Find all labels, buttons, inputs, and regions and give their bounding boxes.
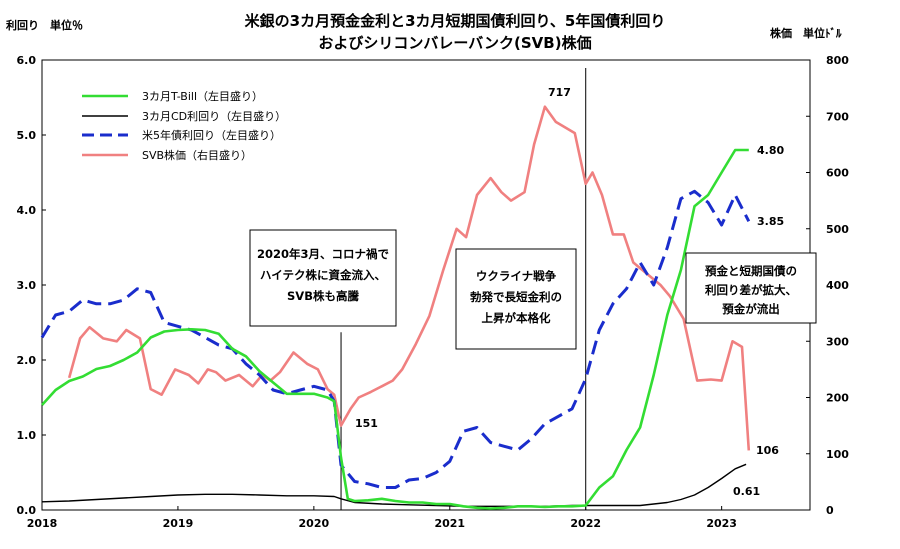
- annotation-deposit-line3: 預金が流出: [722, 302, 780, 316]
- left-tick-label: 2.0: [17, 354, 37, 367]
- x-tick-label: 2021: [434, 517, 465, 530]
- right-tick-label: 300: [826, 335, 849, 348]
- right-tick-label: 100: [826, 448, 849, 461]
- right-axis-unit: 株価 単位ﾄﾞﾙ: [770, 26, 842, 40]
- legend-label-cd: 3カ月CD利回り（左目盛り）: [142, 109, 286, 123]
- right-tick-label: 700: [826, 110, 849, 123]
- x-tick-label: 2019: [163, 517, 194, 530]
- annotation-covid: 2020年3月、コロナ禍で ハイテク株に資金流入、 SVB株も高騰: [249, 229, 397, 327]
- left-tick-label: 6.0: [17, 54, 37, 67]
- right-tick-label: 200: [826, 392, 849, 405]
- legend-label-tbill: 3カ月T-Bill（左目盛り）: [142, 89, 263, 103]
- annotation-deposit-line2: 利回り差が拡大、: [704, 283, 797, 297]
- x-tick-label: 2022: [570, 517, 601, 530]
- annotation-ukraine-line3: 上昇が本格化: [482, 311, 551, 325]
- chart-title-line2: およびシリコンバレーバンク(SVB)株価: [318, 34, 591, 52]
- annotation-deposit-outflow: 預金と短期国債の 利回り差が拡大、 預金が流出: [685, 252, 817, 324]
- left-tick-label: 1.0: [17, 429, 37, 442]
- data-label-svb-peak: 717: [548, 86, 571, 99]
- right-tick-label: 500: [826, 223, 849, 236]
- data-label-svb-last: 106: [756, 444, 779, 457]
- data-label-5y-last: 3.85: [757, 215, 784, 228]
- chart-title-line1: 米銀の3カ月預金金利と3カ月短期国債利回り、5年国債利回り: [245, 12, 666, 30]
- annotation-covid-line2: ハイテク株に資金流入、: [260, 268, 386, 282]
- right-tick-label: 600: [826, 167, 849, 180]
- left-axis: 0.0 1.0 2.0 3.0 4.0 5.0 6.0: [17, 54, 46, 517]
- annotation-ukraine-line2: 勃発で長短金利の: [470, 290, 562, 304]
- right-tick-label: 0: [826, 504, 834, 517]
- legend: 3カ月T-Bill（左目盛り） 3カ月CD利回り（左目盛り） 米5年債利回り（左…: [82, 89, 286, 162]
- series-line-tbill: [41, 148, 749, 510]
- right-axis: 0 100 200 300 400 500 600 700 800: [806, 54, 849, 517]
- data-label-svb-2020: 151: [355, 417, 378, 430]
- annotation-ukraine-line1: ウクライナ戦争: [476, 269, 557, 283]
- data-label-cd-last: 0.61: [733, 485, 760, 498]
- series-line-svb: [67, 105, 751, 451]
- x-tick-label: 2020: [299, 517, 330, 530]
- x-tick-label: 2023: [706, 517, 737, 530]
- legend-label-svb: SVB株価（右目盛り）: [142, 148, 252, 162]
- data-label-tbill-last: 4.80: [757, 144, 784, 157]
- series-line-5y: [40, 189, 751, 489]
- legend-label-5y: 米5年債利回り（左目盛り）: [142, 128, 281, 142]
- annotation-covid-line3: SVB株も高騰: [287, 289, 359, 303]
- left-tick-label: 5.0: [17, 129, 37, 142]
- annotation-ukraine: ウクライナ戦争 勃発で長短金利の 上昇が本格化: [455, 248, 577, 350]
- right-tick-label: 800: [826, 54, 849, 67]
- series-layer: [40, 105, 751, 510]
- right-tick-label: 400: [826, 279, 849, 292]
- annotation-covid-line1: 2020年3月、コロナ禍で: [257, 247, 389, 261]
- left-tick-label: 4.0: [17, 204, 37, 217]
- left-tick-label: 3.0: [17, 279, 37, 292]
- x-axis: 2018 2019 2020 2021 2022 2023: [27, 506, 737, 530]
- left-tick-label: 0.0: [17, 504, 37, 517]
- left-axis-unit: 利回り 単位％: [6, 18, 83, 32]
- annotation-deposit-line1: 預金と短期国債の: [705, 264, 797, 278]
- x-tick-label: 2018: [27, 517, 58, 530]
- series-line-cd: [41, 463, 747, 507]
